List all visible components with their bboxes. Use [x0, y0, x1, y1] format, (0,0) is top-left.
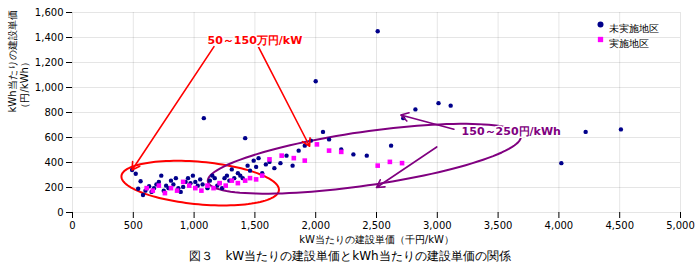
svg-text:3,500: 3,500: [484, 220, 513, 231]
svg-text:600: 600: [44, 132, 63, 143]
svg-text:1,500: 1,500: [241, 220, 270, 231]
svg-text:150～250円/kWh: 150～250円/kWh: [462, 125, 561, 138]
svg-text:1,600: 1,600: [35, 7, 64, 18]
svg-text:1,400: 1,400: [35, 32, 64, 43]
svg-text:0: 0: [57, 207, 63, 218]
svg-text:実施地区: 実施地区: [609, 38, 649, 49]
svg-text:未実施地区: 未実施地区: [609, 23, 659, 34]
svg-text:2,000: 2,000: [301, 220, 330, 231]
svg-text:2,500: 2,500: [362, 220, 391, 231]
svg-text:400: 400: [44, 157, 63, 168]
html-text:図３ kW当たりの建設単価とkWh当たりの建設単価の関係: 図３ kW当たりの建設単価とkWh当たりの建設単価の関係: [189, 249, 511, 263]
svg-text:500: 500: [124, 220, 143, 231]
svg-text:1,000: 1,000: [35, 82, 64, 93]
svg-text:3,000: 3,000: [423, 220, 452, 231]
svg-text:800: 800: [44, 107, 63, 118]
svg-text:50～150万円/kW: 50～150万円/kW: [208, 34, 303, 47]
svg-text:200: 200: [44, 182, 63, 193]
svg-text:1,200: 1,200: [35, 57, 64, 68]
svg-text:4,000: 4,000: [545, 220, 574, 231]
svg-text:kWh当たりの建設単価（円/kWh）: kWh当たりの建設単価（円/kWh）: [7, 10, 30, 112]
svg-text:4,500: 4,500: [605, 220, 634, 231]
svg-text:1,000: 1,000: [180, 220, 209, 231]
svg-text:5,000: 5,000: [666, 220, 695, 231]
svg-text:0: 0: [69, 220, 75, 231]
svg-text:kW当たりの建設単価（千円/kW）: kW当たりの建設単価（千円/kW）: [299, 234, 454, 245]
